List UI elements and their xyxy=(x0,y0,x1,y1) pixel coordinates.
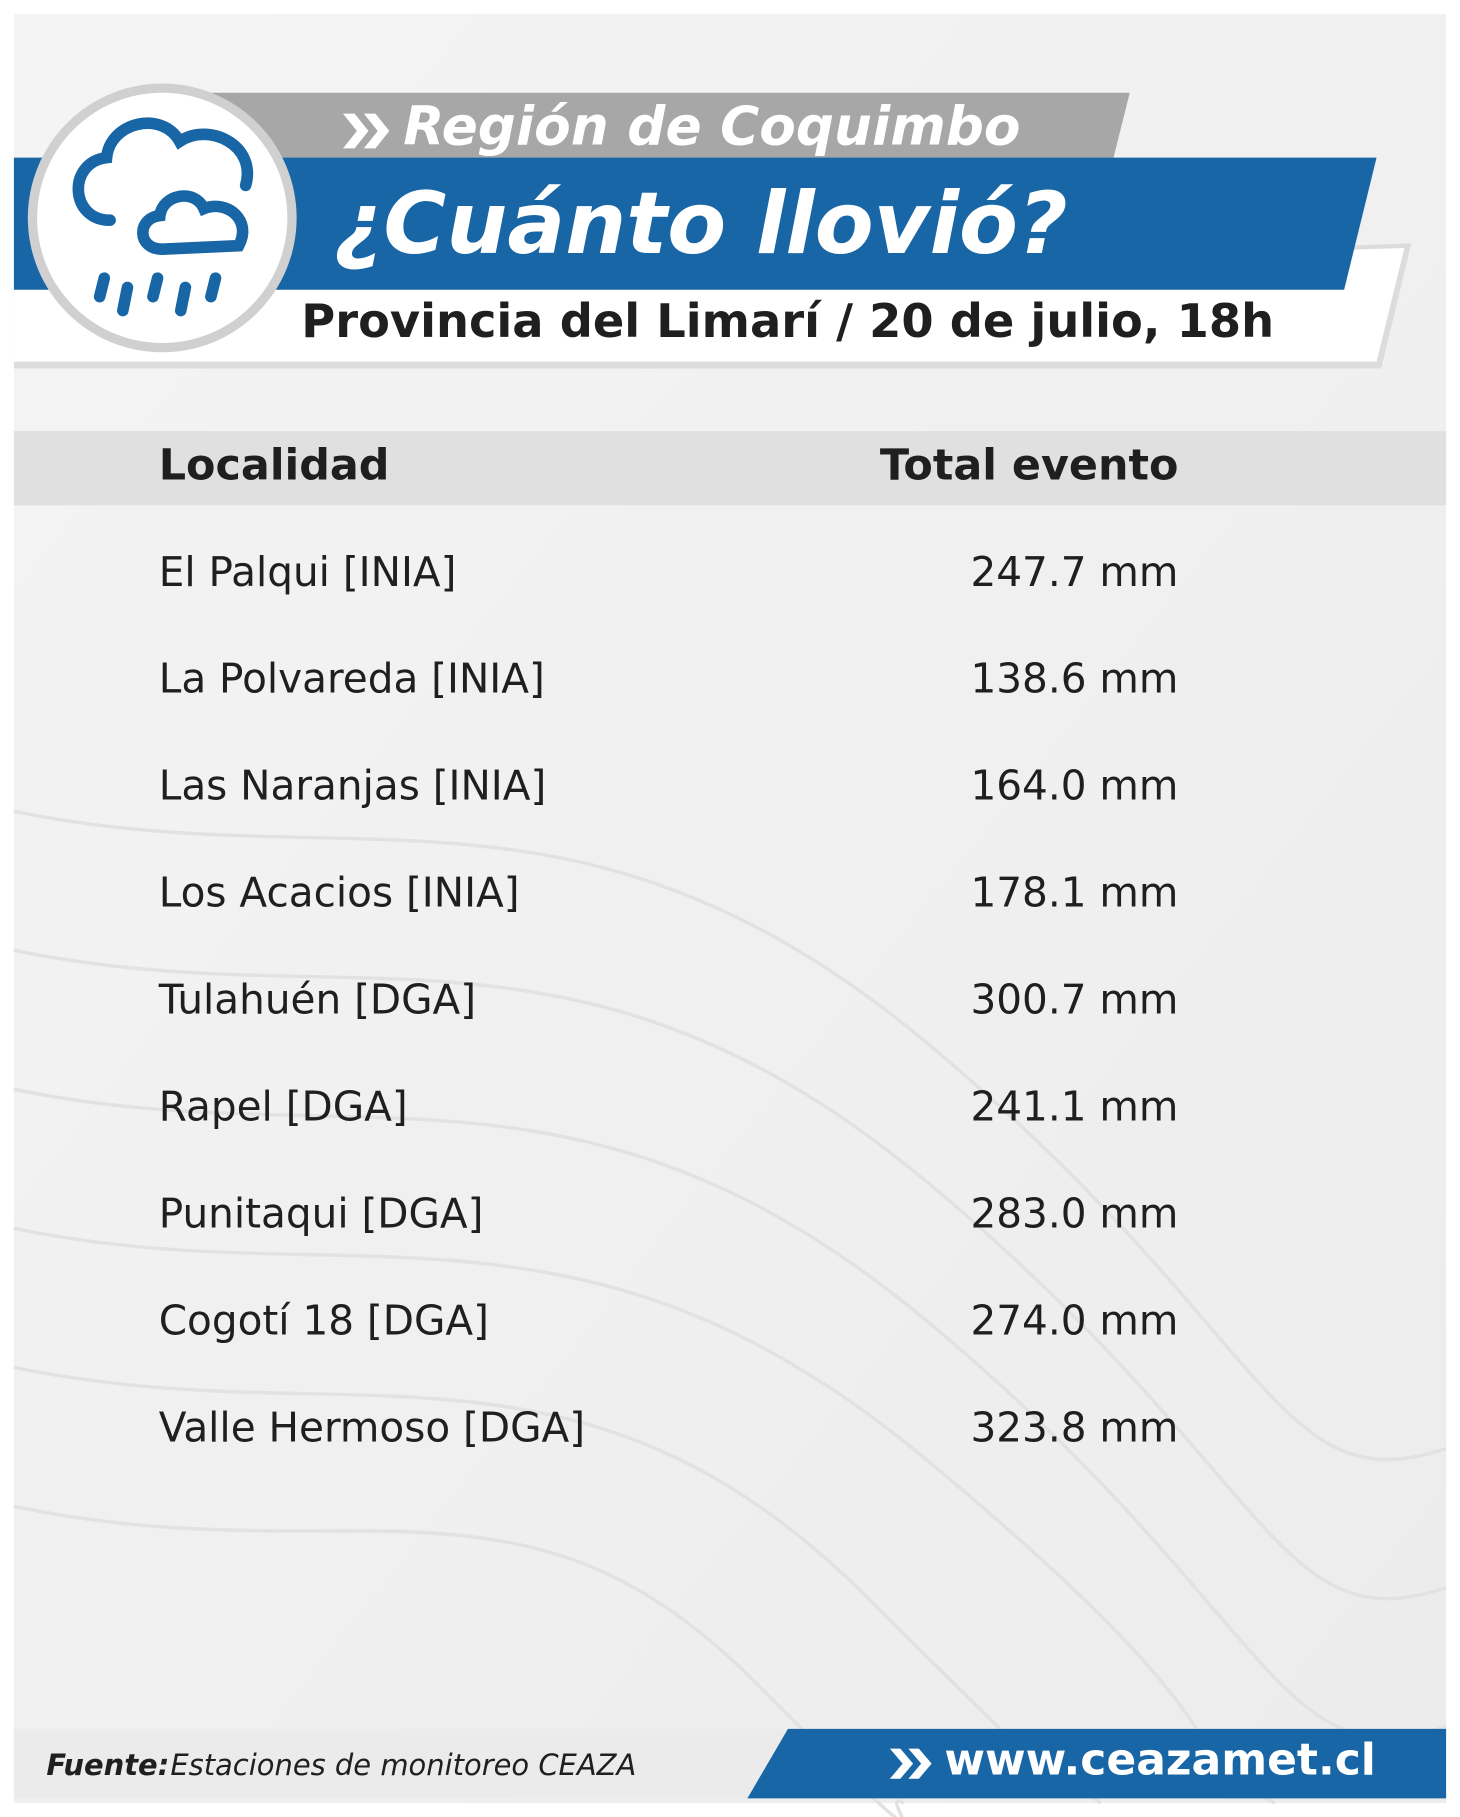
region: Región de Coquimbo xyxy=(403,95,1020,157)
locality: Los Acacios [INIA] xyxy=(159,869,520,917)
rain-total: 283.0 mm xyxy=(970,1189,1178,1237)
url: www.ceazamet.cl xyxy=(944,1734,1376,1785)
locality: Las Naranjas [INIA] xyxy=(159,762,547,810)
region-chevrons xyxy=(342,113,390,149)
locality: La Polvareda [INIA] xyxy=(159,655,545,703)
url-chevrons xyxy=(889,1748,932,1779)
locality: Punitaqui [DGA] xyxy=(159,1189,484,1237)
rain-total: 138.6 mm xyxy=(970,655,1178,703)
rain-icon xyxy=(72,117,254,317)
locality: Tulahuén [DGA] xyxy=(158,976,476,1024)
footer-url-banner xyxy=(747,1728,1447,1799)
table-body: El Palqui [INIA] 247.7 mm La Polvareda [IN… xyxy=(158,548,1179,1452)
rain-total: 247.7 mm xyxy=(970,548,1178,596)
table-header-band xyxy=(13,431,1447,506)
rain-total: 164.0 mm xyxy=(970,762,1178,810)
locality: El Palqui [INIA] xyxy=(159,548,457,596)
title: ¿Cuánto llovió? xyxy=(334,174,1068,274)
source: Estaciones de monitoreo CEAZA xyxy=(170,1748,636,1782)
region-banner xyxy=(162,92,1130,172)
title-banner xyxy=(13,157,1377,290)
rain-total: 241.1 mm xyxy=(970,1083,1178,1131)
rain-total: 300.7 mm xyxy=(970,976,1178,1024)
source-label: Fuente: xyxy=(46,1748,169,1782)
locality: Valle Hermoso [DGA] xyxy=(159,1403,585,1451)
rain-total: 274.0 mm xyxy=(970,1296,1178,1344)
rain-total: 323.8 mm xyxy=(970,1403,1178,1451)
column-header: Localidad xyxy=(159,441,390,491)
column-header: Total evento xyxy=(880,441,1179,491)
locality: Rapel [DGA] xyxy=(159,1083,408,1131)
subtitle: Provincia del Limarí / 20 de julio, 18h xyxy=(301,294,1274,348)
rain-total: 178.1 mm xyxy=(970,869,1178,917)
locality: Cogotí 18 [DGA] xyxy=(159,1296,489,1344)
